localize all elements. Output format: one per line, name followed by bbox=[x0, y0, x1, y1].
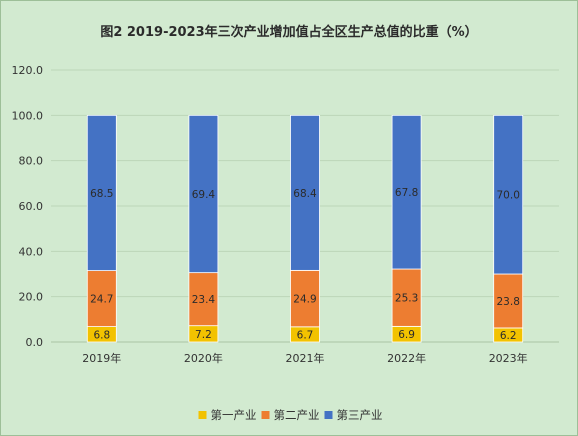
data-label: 23.8 bbox=[497, 296, 520, 308]
bars bbox=[86, 114, 524, 343]
data-label: 6.8 bbox=[93, 329, 110, 341]
y-tick-label: 60.0 bbox=[19, 200, 44, 213]
legend-swatch bbox=[261, 411, 270, 419]
x-tick-label: 2022年 bbox=[387, 351, 426, 365]
data-label: 69.4 bbox=[192, 189, 216, 201]
y-tick-label: 120.0 bbox=[12, 64, 44, 77]
bar-segment bbox=[188, 114, 219, 274]
data-label: 7.2 bbox=[195, 329, 212, 341]
y-axis-ticks: 0.0 20.0 40.0 60.0 80.0 100.0 120.0 bbox=[12, 64, 44, 349]
x-axis-ticks: 2019年 2020年 2021年 2022年 2023年 bbox=[82, 351, 527, 365]
data-label: 23.4 bbox=[192, 294, 216, 306]
legend: 第一产业 第二产业 第三产业 bbox=[198, 408, 383, 422]
legend-swatch bbox=[324, 411, 333, 419]
bar-segment bbox=[493, 273, 524, 329]
y-tick-label: 40.0 bbox=[19, 245, 44, 258]
data-label: 6.9 bbox=[398, 329, 415, 341]
bar-segment bbox=[290, 114, 320, 271]
y-tick-label: 80.0 bbox=[19, 155, 44, 168]
data-label: 67.8 bbox=[395, 187, 418, 199]
legend-label: 第二产业 bbox=[274, 408, 320, 422]
bar-segment bbox=[391, 268, 422, 327]
chart-title: 图2 2019-2023年三次产业增加值占全区生产总值的比重（%） bbox=[100, 24, 477, 40]
legend-label: 第三产业 bbox=[337, 408, 383, 422]
x-tick-label: 2020年 bbox=[184, 351, 223, 365]
x-tick-label: 2019年 bbox=[82, 351, 121, 365]
y-tick-label: 20.0 bbox=[19, 291, 44, 304]
bar-segment bbox=[86, 114, 117, 271]
y-tick-label: 0.0 bbox=[26, 336, 44, 349]
bar-segment bbox=[493, 114, 524, 275]
data-label: 68.5 bbox=[90, 188, 113, 200]
y-tick-label: 100.0 bbox=[12, 109, 44, 122]
bar-segment bbox=[188, 272, 219, 327]
data-label: 6.2 bbox=[500, 330, 517, 342]
bar-segment bbox=[391, 114, 422, 270]
data-label: 24.9 bbox=[293, 294, 316, 306]
x-tick-label: 2023年 bbox=[489, 351, 528, 365]
data-label: 70.0 bbox=[497, 190, 520, 202]
legend-label: 第一产业 bbox=[211, 408, 257, 422]
data-label: 25.3 bbox=[395, 293, 418, 305]
legend-swatch bbox=[198, 411, 207, 419]
data-label: 6.7 bbox=[297, 329, 314, 341]
bar-segment bbox=[290, 269, 320, 328]
x-tick-label: 2021年 bbox=[286, 351, 325, 365]
data-label: 24.7 bbox=[90, 294, 113, 306]
data-labels: 6.8 24.7 68.5 7.2 23.4 69.4 6.7 24.9 68.4 6.9 25.3… bbox=[90, 187, 520, 342]
data-label: 68.4 bbox=[293, 188, 317, 200]
